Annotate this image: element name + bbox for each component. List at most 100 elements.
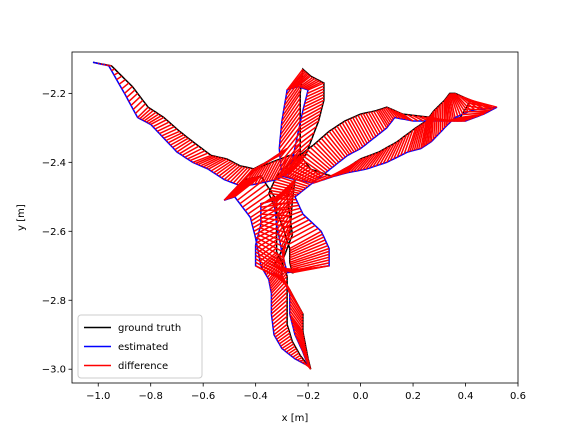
difference-segment [379,144,392,165]
difference-segment [306,85,325,95]
difference-segment [299,109,322,124]
difference-segment [272,311,288,325]
difference-segment [276,329,290,340]
legend: ground truth estimated difference [77,314,203,379]
difference-segment [279,172,311,186]
difference-segment [111,68,116,72]
difference-segment [285,166,316,182]
difference-segment [292,166,310,180]
difference-segment [425,115,431,146]
difference-segment [293,137,313,155]
difference-segment [305,91,325,101]
difference-segment [189,152,209,162]
x-tick-label: −0.6 [191,391,215,402]
difference-segment [283,343,295,351]
difference-segment [154,121,170,130]
difference-segment [126,89,136,98]
difference-segment [344,120,362,149]
difference-segment [275,196,294,221]
difference-segment [296,357,303,361]
difference-segment [266,260,282,278]
x-tick-label: −0.2 [296,391,320,402]
difference-segment [270,299,288,315]
difference-segment [270,279,288,298]
difference-segment [279,210,302,220]
difference-segment [333,127,353,154]
difference-segment [354,116,370,142]
difference-segment [229,166,246,183]
difference-segment [226,165,244,182]
difference-segment [236,179,264,201]
difference-segment [304,93,325,105]
difference-segment [448,94,455,120]
difference-segment [289,296,304,318]
difference-segment [461,112,487,116]
difference-segment [270,273,287,292]
difference-segment [449,93,459,117]
y-tick-label: −3.0 [42,365,66,376]
difference-segment [251,208,277,226]
difference-segment [161,128,178,137]
difference-segment [269,271,286,290]
difference-segment [257,163,270,184]
difference-segment [446,96,451,123]
difference-segment [289,154,307,174]
difference-segment [280,137,301,163]
difference-segment [413,124,422,151]
difference-segment [234,175,262,198]
difference-segment [271,307,288,322]
difference-segment [280,143,301,168]
difference-segment [439,103,442,133]
difference-segment [295,337,307,348]
difference-segment [294,334,307,346]
difference-segment [400,132,411,156]
difference-segment [141,110,154,121]
difference-segment [277,332,291,343]
difference-segment [254,164,267,185]
difference-segment [306,88,325,98]
difference-segment [292,327,306,341]
difference-segment [257,237,286,254]
difference-segment [139,108,152,120]
difference-segment [384,107,395,120]
difference-segment [260,202,289,208]
difference-segment [270,283,288,301]
difference-segment [388,107,399,119]
difference-segment [264,256,280,274]
difference-segment [454,92,472,112]
difference-segment [167,134,185,144]
difference-segment [257,235,277,249]
difference-segment [150,116,165,126]
difference-segment [113,72,119,76]
difference-segment [293,330,306,344]
difference-segment [230,176,257,199]
difference-segment [121,82,130,90]
difference-segment [223,165,241,181]
difference-segment [278,335,292,345]
difference-segment [278,120,301,149]
difference-segment [303,151,329,172]
difference-segment [368,149,383,169]
difference-segment [367,111,381,134]
axes-frame [71,51,519,384]
difference-segment [255,227,277,239]
difference-segment [254,222,277,236]
difference-segment [399,112,411,122]
y-axis-label: y [m] [16,204,27,231]
difference-segment [386,106,396,118]
difference-segment [270,287,288,305]
difference-segment [244,191,272,212]
difference-segment [356,154,371,172]
difference-segment [382,143,395,164]
difference-segment [225,178,249,201]
difference-segment [447,95,453,122]
y-axis-ticks: −2.2 −2.4 −2.6 −2.8 −3.0 [42,89,72,376]
difference-segment [297,120,320,136]
difference-segment [289,244,329,261]
difference-segment [272,315,288,329]
difference-segment [289,310,304,329]
difference-segment [279,106,301,136]
difference-segment [269,268,286,287]
x-tick-label: 0.2 [405,391,421,402]
difference-segment [432,108,437,140]
